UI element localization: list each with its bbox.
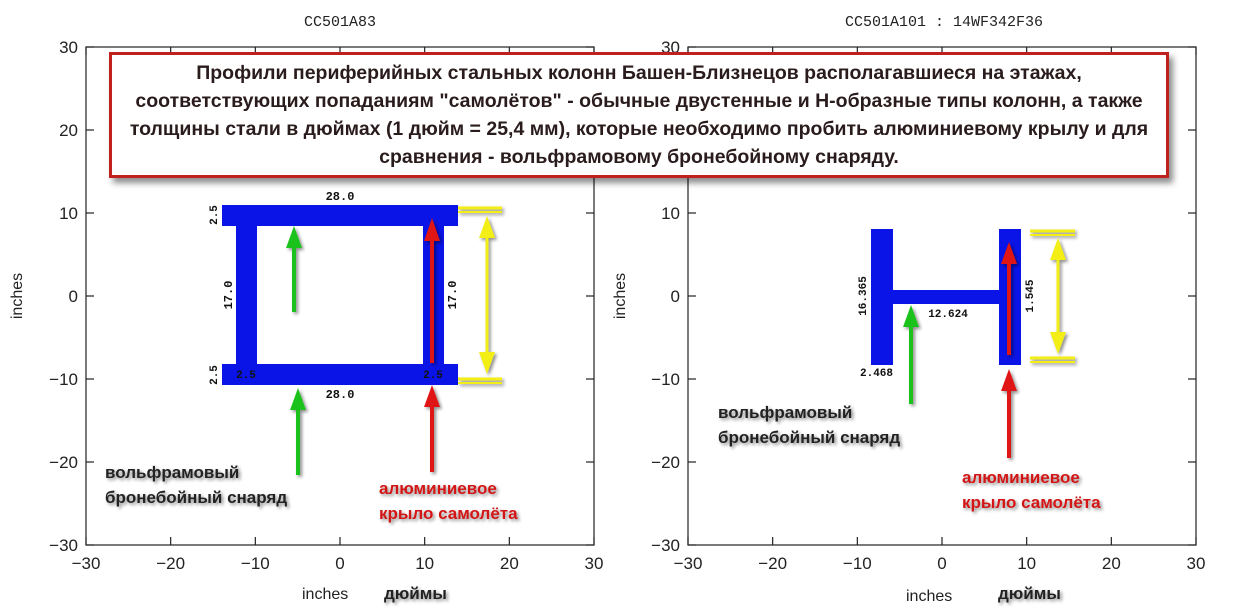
left-plot-xlabel: inches <box>302 586 348 603</box>
yellow-span-arrow <box>458 206 502 384</box>
right-plot-xtick-label: 20 <box>1102 554 1121 573</box>
green-arrow-upper <box>286 226 302 312</box>
h-web <box>893 290 999 304</box>
caption-text: Профили периферийных стальных колонн Баш… <box>129 62 1149 168</box>
left-plot-xtick-label: 10 <box>415 554 434 573</box>
left-plot: CC501A83 −30 −20 −10 0 10 20 30 −30 −20 −10 0 10 20 3… <box>9 14 603 603</box>
left-plot-xtick-label: −10 <box>241 554 270 573</box>
caption-box: Профили периферийных стальных колонн Баш… <box>109 52 1169 178</box>
box-left-web <box>236 226 257 364</box>
right-green-label: вольфрамовый бронебойный снаряд <box>718 403 900 447</box>
dim-bottom-width: 28.0 <box>326 388 355 402</box>
right-plot-xlabel: inches <box>906 588 952 605</box>
dim-flange-height: 16.365 <box>858 276 870 316</box>
left-plot-xtick-label: −20 <box>156 554 185 573</box>
left-plot-ylabel: inches <box>9 273 26 319</box>
right-plot-title: CC501A101 : 14WF342F36 <box>845 14 1043 31</box>
right-plot-xtick-label: −30 <box>674 554 703 573</box>
right-plot-xtick-label: 30 <box>1187 554 1206 573</box>
left-plot-ticks: −30 −20 −10 0 10 20 30 −30 −20 −10 0 10 20 30 <box>49 38 603 573</box>
red-arrow-lower <box>424 385 440 472</box>
right-plot-ytick-label: −20 <box>651 453 680 472</box>
dim-right-web-thickness: 2.5 <box>423 370 443 382</box>
right-plot-ytick-label: 0 <box>671 287 680 306</box>
dim-right-height: 17.0 <box>446 281 460 310</box>
right-plot: CC501A101 : 14WF342F36 −30 −20 −10 0 10 20 30 −… <box>612 14 1205 605</box>
green-arrow-right <box>903 305 919 404</box>
left-plot-ytick-label: 0 <box>69 287 78 306</box>
left-plot-xtick-label: 30 <box>585 554 604 573</box>
h-left-flange <box>871 229 893 365</box>
right-plot-xlabel-ru: дюймы <box>998 584 1061 603</box>
left-plot-ytick-label: −20 <box>49 453 78 472</box>
left-red-label: алюминиевое крыло самолёта <box>379 479 518 523</box>
left-plot-ytick-label: −30 <box>49 536 78 555</box>
left-plot-xtick-label: 0 <box>335 554 344 573</box>
green-arrow-lower <box>290 388 306 475</box>
left-plot-ytick-label: 20 <box>59 121 78 140</box>
left-plot-title: CC501A83 <box>304 14 376 31</box>
red-arrow-upper <box>424 218 440 363</box>
right-plot-ytick-label: −30 <box>651 536 680 555</box>
box-bottom-flange <box>222 364 458 385</box>
left-plot-ytick-label: 30 <box>59 38 78 57</box>
h-column-profile <box>871 229 1021 365</box>
right-plot-xtick-label: −10 <box>843 554 872 573</box>
dim-top-width: 28.0 <box>326 190 355 204</box>
left-plot-ytick-label: −10 <box>49 370 78 389</box>
right-red-label: алюминиевое крыло самолёта <box>962 468 1101 512</box>
dim-bottom-flange-thickness: 2.5 <box>209 365 221 385</box>
dim-flange-thickness: 2.468 <box>860 368 893 380</box>
left-plot-xtick-label: −30 <box>72 554 101 573</box>
right-plot-xtick-label: 0 <box>937 554 946 573</box>
right-plot-ytick-label: −10 <box>651 370 680 389</box>
left-plot-ytick-label: 10 <box>59 204 78 223</box>
box-column-profile <box>222 205 458 385</box>
left-plot-xtick-label: 20 <box>500 554 519 573</box>
right-plot-ytick-label: 10 <box>661 204 680 223</box>
right-plot-xtick-label: −20 <box>758 554 787 573</box>
red-arrow-right-upper <box>1001 242 1017 355</box>
right-plot-ylabel: inches <box>612 273 629 319</box>
red-arrow-right-lower <box>1001 369 1017 458</box>
dim-web-thickness: 1.545 <box>1025 279 1037 312</box>
yellow-span-arrow-right <box>1030 229 1075 363</box>
left-plot-xlabel-ru: дюймы <box>384 584 447 603</box>
dim-top-flange-thickness: 2.5 <box>209 205 221 225</box>
box-top-flange <box>222 205 458 226</box>
dim-left-web-thickness: 2.5 <box>236 370 256 382</box>
dim-web-length: 12.624 <box>928 309 968 321</box>
dim-left-height: 17.0 <box>222 281 236 310</box>
right-plot-xtick-label: 10 <box>1017 554 1036 573</box>
left-green-label: вольфрамовый бронебойный снаряд <box>105 463 287 507</box>
